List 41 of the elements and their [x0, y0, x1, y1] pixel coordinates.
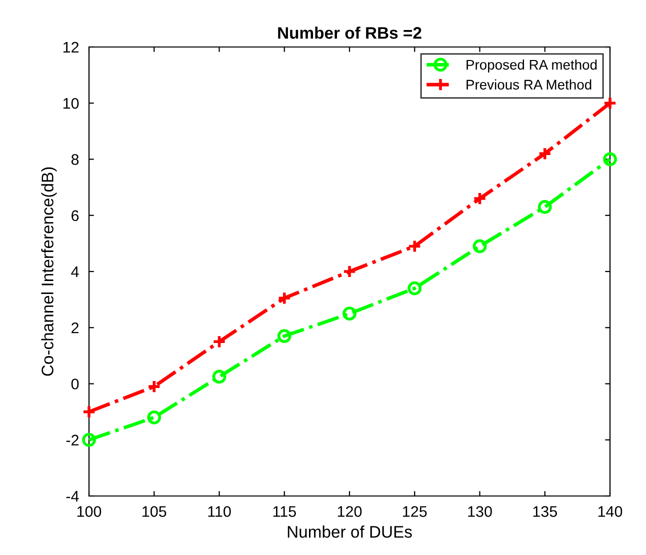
y-tick-label: -2 — [66, 434, 79, 446]
y-axis-title: Co-channel Interference(dB) — [41, 167, 57, 376]
legend-label: Proposed RA method — [466, 60, 597, 72]
point — [82, 404, 96, 419]
point — [603, 96, 617, 110]
point — [603, 152, 617, 166]
legend-label: Previous RA Method — [466, 79, 592, 90]
point — [538, 146, 552, 161]
point — [408, 239, 422, 254]
point — [538, 200, 552, 214]
x-tick-label: 135 — [533, 506, 557, 517]
x-tick-label: 115 — [273, 506, 296, 517]
y-tick-label: 4 — [71, 266, 79, 278]
point — [277, 291, 292, 306]
y-tick-label: 10 — [63, 98, 79, 109]
x-tick-label: 100 — [77, 506, 102, 517]
chart-title: Number of RBs =2 — [278, 26, 422, 39]
point — [472, 239, 487, 254]
x-axis-title: Number of DUEs — [288, 526, 412, 538]
y-tick-label: 6 — [72, 210, 79, 222]
point — [342, 264, 356, 278]
point — [472, 192, 487, 206]
y-tick-label: 2 — [72, 322, 79, 334]
point — [147, 410, 162, 424]
x-tick-label: 140 — [598, 506, 622, 517]
point — [277, 329, 292, 343]
y-tick-label: 12 — [63, 42, 79, 53]
x-tick-label: 120 — [338, 506, 362, 517]
point — [342, 306, 356, 321]
point — [82, 432, 96, 447]
x-tick-label: 125 — [403, 506, 427, 517]
x-tick-label: 105 — [142, 506, 166, 517]
point — [212, 370, 226, 384]
x-tick-label: 110 — [208, 506, 231, 517]
point — [147, 380, 162, 394]
point — [408, 281, 422, 296]
y-tick-label: 8 — [71, 154, 79, 165]
y-tick-label: -4 — [66, 491, 79, 502]
x-tick-label: 130 — [468, 506, 492, 517]
y-tick-label: 0 — [71, 378, 79, 390]
point — [212, 334, 226, 349]
